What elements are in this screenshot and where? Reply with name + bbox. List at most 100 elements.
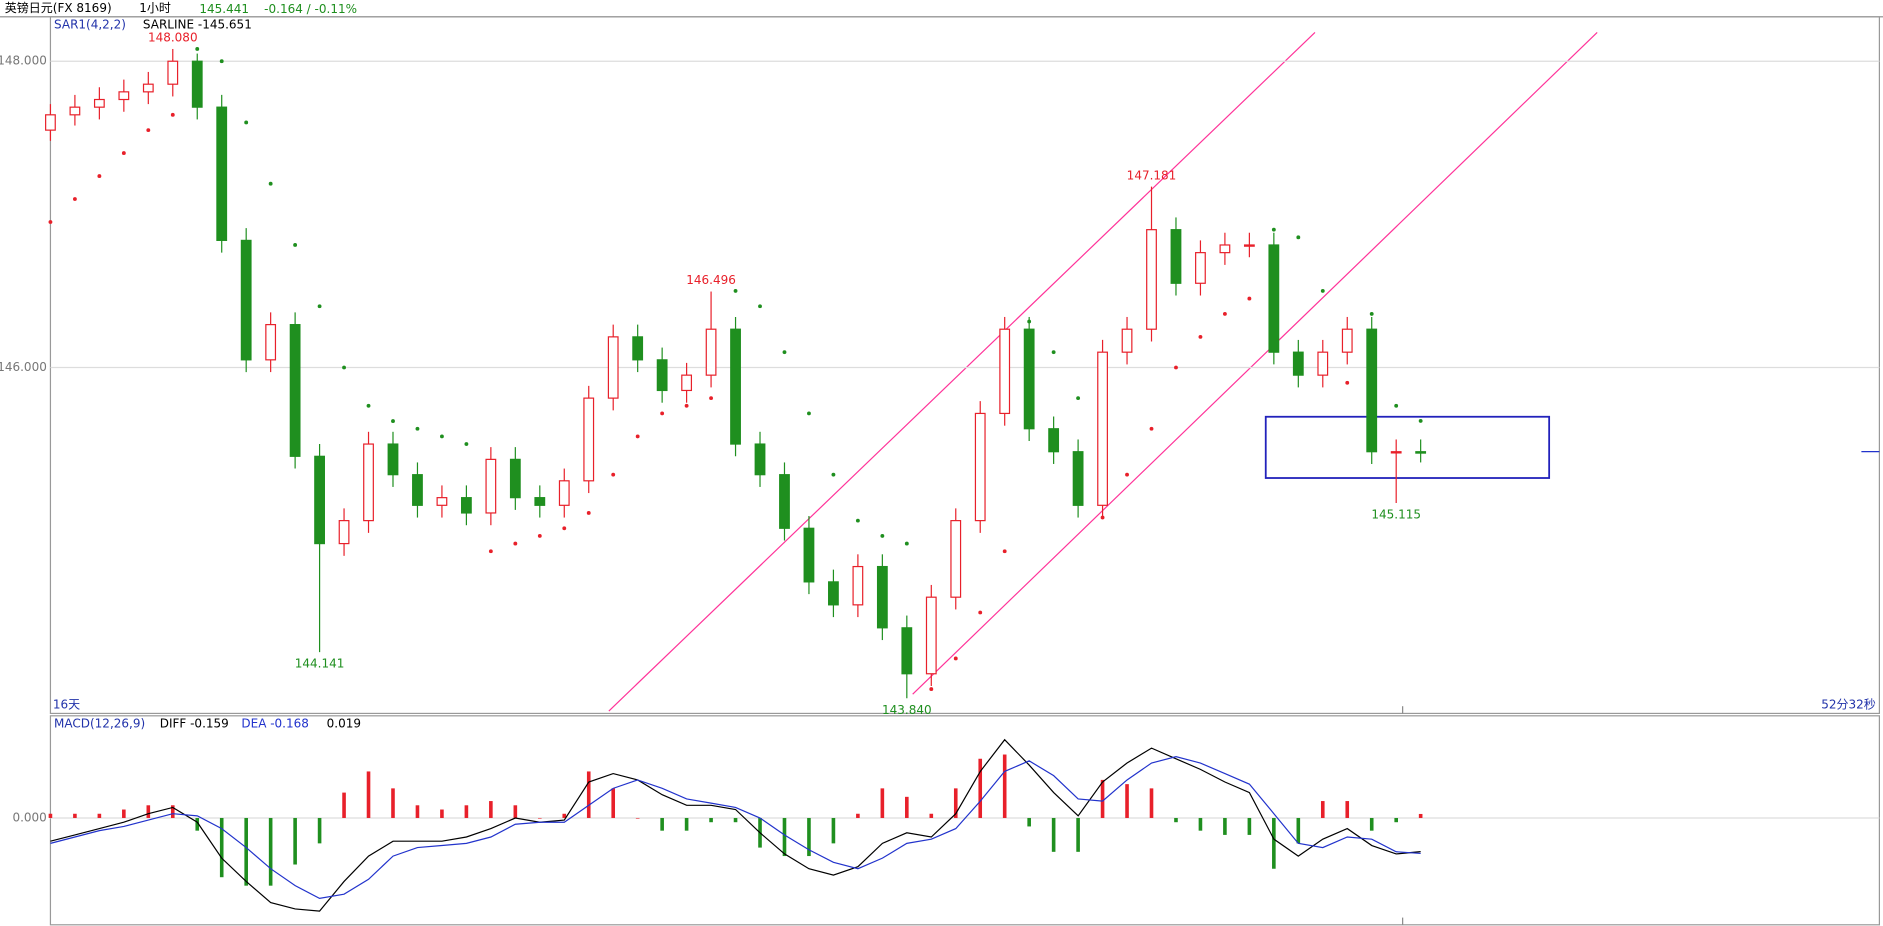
sar-dot [562, 526, 567, 531]
y-tick-label: 0.000 [12, 810, 46, 824]
macd-title[interactable]: MACD(12,26,9) [54, 717, 145, 731]
candle-body [999, 328, 1011, 415]
candle-body [583, 397, 595, 482]
dea-value: DEA -0.168 [241, 717, 309, 731]
candle-body [1341, 328, 1353, 353]
macd-bar [342, 792, 346, 818]
macd-bar [978, 758, 983, 818]
macd-bar [489, 801, 493, 818]
macd-bar [807, 817, 811, 857]
macd-bar [611, 788, 616, 818]
sar-dot [97, 174, 102, 178]
last-price: 145.441 [199, 2, 249, 16]
sar-dot [1100, 515, 1105, 520]
sar-dot [1051, 350, 1056, 355]
candle-body [436, 497, 448, 506]
candle-body [803, 527, 815, 583]
sar-dot [684, 403, 689, 408]
sar-dot [1271, 227, 1276, 232]
trend-line[interactable] [608, 31, 1316, 712]
sar-dot [513, 541, 518, 546]
sar-dot [611, 472, 616, 477]
macd-bar [1125, 784, 1129, 818]
macd-bar [586, 771, 591, 818]
left-label: 16天 [53, 698, 80, 712]
macd-bar [1320, 801, 1325, 818]
sar-dot [537, 534, 542, 538]
sar-dot [488, 549, 493, 554]
sar-dot [635, 434, 640, 439]
macd-bar [293, 817, 297, 865]
sar-dot [440, 434, 444, 439]
y-tick-label: 146.000 [0, 360, 47, 374]
candle-body [901, 627, 913, 675]
candle-body [45, 114, 56, 131]
sar-dot [72, 197, 77, 201]
indicator-name[interactable]: SAR1(4,2,2) [54, 18, 126, 32]
sar-dot [170, 112, 175, 117]
candle-body [950, 520, 962, 598]
macd-bar [929, 813, 934, 818]
period[interactable]: 1小时 [139, 1, 171, 15]
diff-line [50, 738, 1421, 912]
candle-body [974, 412, 986, 522]
macd-bar [709, 817, 713, 823]
macd-bar [366, 771, 371, 818]
macd-bar [856, 813, 860, 818]
candle-body [1243, 244, 1255, 247]
sar-dot [831, 472, 836, 477]
candle-body [1292, 351, 1304, 376]
candle-body [534, 497, 546, 506]
macd-bar [1394, 817, 1398, 823]
sar-dot [855, 518, 860, 523]
macd-bar [660, 817, 664, 831]
candle-body [265, 324, 277, 361]
extreme-label: 146.496 [686, 273, 736, 287]
macd-bar [317, 817, 322, 844]
macd-bar [1345, 801, 1350, 818]
candle-body [558, 480, 570, 506]
range-box[interactable] [1264, 415, 1551, 479]
sar-dot [121, 151, 126, 156]
candle-body [852, 565, 864, 606]
candle-body [632, 336, 644, 361]
sar-dot [733, 289, 738, 293]
candle-body [485, 458, 497, 514]
macd-bar [1051, 817, 1056, 852]
macd-bar [146, 805, 151, 818]
macd-bar [415, 805, 420, 818]
symbol[interactable]: 英镑日元(FX 8169) [5, 0, 112, 15]
macd-bar [1027, 817, 1031, 827]
macd-bar [1002, 754, 1007, 818]
candle-body [1072, 451, 1084, 506]
candle-body [607, 336, 619, 399]
macd-bar [782, 817, 787, 857]
candle-body [1390, 451, 1402, 454]
candle-body [387, 443, 399, 476]
sar-dot [586, 511, 591, 515]
candle-body [191, 60, 203, 108]
sar-dot [1027, 319, 1032, 324]
sar-dot [1369, 311, 1374, 316]
trend-line[interactable] [912, 31, 1598, 695]
sar-dot [1076, 396, 1081, 401]
hist-value: 0.019 [327, 717, 361, 731]
sar-dot [782, 350, 787, 355]
candle-body [1366, 328, 1378, 453]
macd-bar [1174, 817, 1178, 823]
candle-body [754, 443, 766, 476]
macd-bar [953, 788, 958, 818]
macd-bar [122, 809, 126, 818]
sar-dot [415, 426, 420, 431]
candle-body [69, 106, 81, 116]
diff-value: DIFF -0.159 [160, 717, 229, 731]
sar-dot [293, 243, 298, 247]
sar-dot [1198, 334, 1203, 339]
candle-body [314, 455, 325, 545]
candle-body [216, 106, 228, 241]
candle-body [118, 91, 130, 101]
macd-bar [73, 813, 77, 818]
candle-body [828, 581, 839, 606]
